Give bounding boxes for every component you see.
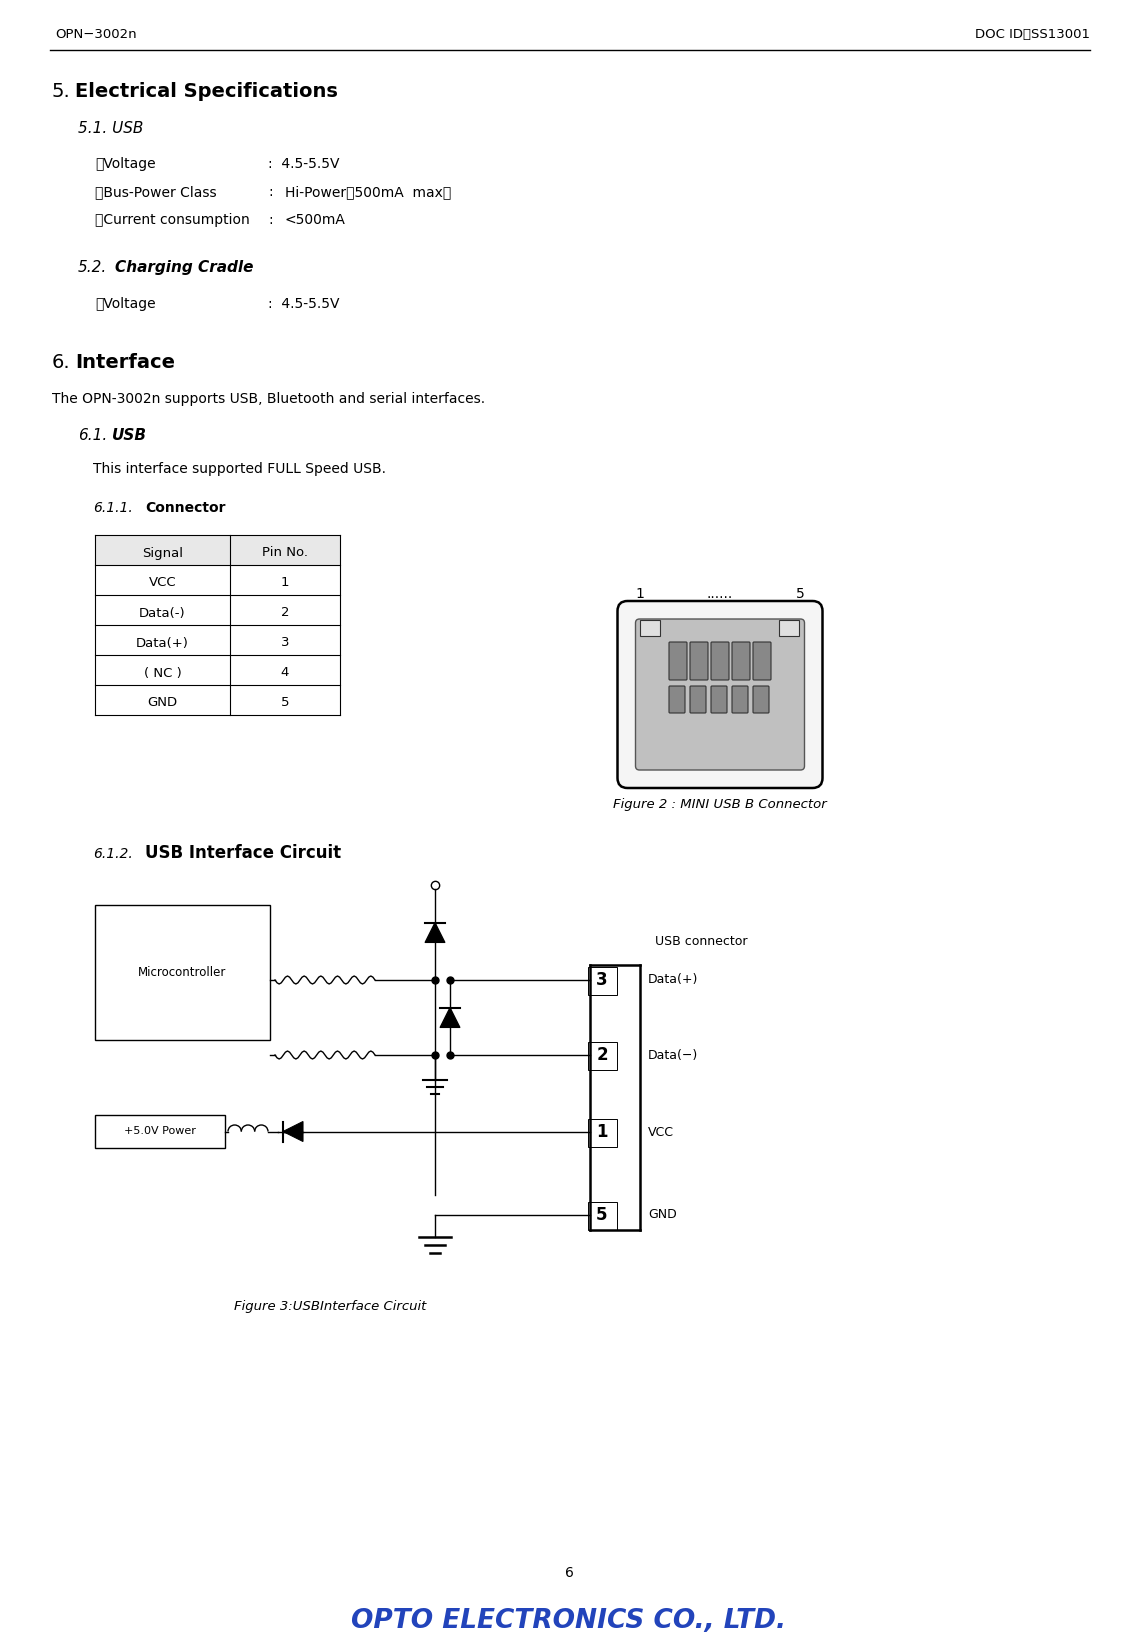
Text: :  4.5-5.5V: : 4.5-5.5V (269, 297, 339, 311)
Text: Electrical Specifications: Electrical Specifications (75, 83, 338, 101)
FancyBboxPatch shape (588, 1042, 617, 1070)
FancyBboxPatch shape (753, 643, 772, 681)
Text: Microcontroller: Microcontroller (139, 966, 226, 980)
Text: Signal: Signal (142, 547, 183, 560)
Text: ・Voltage: ・Voltage (94, 157, 156, 172)
Text: 6.1.2.: 6.1.2. (93, 847, 133, 861)
Text: 1: 1 (635, 586, 644, 601)
Text: Data(-): Data(-) (139, 606, 185, 620)
FancyBboxPatch shape (732, 643, 750, 681)
Text: OPN−3002n: OPN−3002n (55, 28, 137, 41)
Text: 6: 6 (564, 1566, 574, 1579)
Text: Hi-Power（500mA  max）: Hi-Power（500mA max） (284, 185, 452, 198)
Text: ・Bus-Power Class: ・Bus-Power Class (94, 185, 216, 198)
FancyBboxPatch shape (588, 1203, 617, 1231)
FancyBboxPatch shape (711, 686, 727, 714)
Text: VCC: VCC (648, 1125, 674, 1138)
Text: :  4.5-5.5V: : 4.5-5.5V (269, 157, 339, 172)
Text: 1: 1 (596, 1123, 608, 1142)
Text: Interface: Interface (75, 354, 175, 372)
FancyBboxPatch shape (669, 643, 687, 681)
FancyBboxPatch shape (618, 601, 823, 788)
FancyBboxPatch shape (753, 686, 769, 714)
Text: 5: 5 (596, 1206, 608, 1224)
Text: Data(+): Data(+) (648, 973, 699, 986)
Text: VCC: VCC (149, 577, 176, 590)
Text: :: : (269, 213, 273, 226)
FancyBboxPatch shape (588, 1118, 617, 1146)
Polygon shape (283, 1122, 303, 1142)
Polygon shape (94, 1115, 225, 1148)
FancyBboxPatch shape (690, 686, 706, 714)
Text: Data(−): Data(−) (648, 1049, 699, 1062)
Text: USB Interface Circuit: USB Interface Circuit (145, 844, 341, 862)
FancyBboxPatch shape (94, 535, 340, 565)
Text: 6.1.: 6.1. (79, 428, 107, 443)
Text: 6.: 6. (52, 354, 71, 372)
Text: 3: 3 (596, 971, 608, 990)
Text: 2: 2 (281, 606, 289, 620)
Text: ......: ...... (707, 586, 733, 601)
Text: USB connector: USB connector (655, 935, 748, 948)
Text: <500mA: <500mA (284, 213, 346, 226)
Text: 4: 4 (281, 666, 289, 679)
FancyBboxPatch shape (711, 643, 729, 681)
Text: GND: GND (148, 697, 178, 709)
FancyBboxPatch shape (669, 686, 685, 714)
Text: 2: 2 (596, 1046, 608, 1064)
Text: Pin No.: Pin No. (262, 547, 308, 560)
Text: 6.1.1.: 6.1.1. (93, 501, 133, 515)
FancyBboxPatch shape (690, 643, 708, 681)
Text: 5.: 5. (52, 83, 71, 101)
Text: The OPN-3002n supports USB, Bluetooth and serial interfaces.: The OPN-3002n supports USB, Bluetooth an… (52, 392, 485, 406)
Text: 5: 5 (281, 697, 289, 709)
Text: Charging Cradle: Charging Cradle (115, 259, 254, 274)
Text: 1: 1 (281, 577, 289, 590)
FancyBboxPatch shape (588, 966, 617, 995)
Text: +5.0V Power: +5.0V Power (124, 1127, 196, 1137)
Text: :: : (269, 185, 273, 198)
Polygon shape (424, 922, 445, 943)
Text: USB: USB (112, 428, 147, 443)
Polygon shape (440, 1008, 460, 1028)
Text: 5.2.: 5.2. (79, 259, 107, 274)
FancyBboxPatch shape (641, 620, 660, 636)
Polygon shape (94, 905, 270, 1041)
Text: DOC ID：SS13001: DOC ID：SS13001 (975, 28, 1090, 41)
Text: Connector: Connector (145, 501, 225, 515)
FancyBboxPatch shape (780, 620, 800, 636)
Text: This interface supported FULL Speed USB.: This interface supported FULL Speed USB. (93, 463, 386, 476)
FancyBboxPatch shape (635, 620, 805, 770)
Text: 3: 3 (281, 636, 289, 649)
Text: Figure 2 : MINI USB B Connector: Figure 2 : MINI USB B Connector (613, 798, 827, 811)
Text: ・Current consumption: ・Current consumption (94, 213, 249, 226)
Text: ・Voltage: ・Voltage (94, 297, 156, 311)
Text: Data(+): Data(+) (137, 636, 189, 649)
Text: Figure 3:USBInterface Circuit: Figure 3:USBInterface Circuit (233, 1300, 427, 1313)
Text: 5: 5 (797, 586, 805, 601)
FancyBboxPatch shape (732, 686, 748, 714)
Text: ( NC ): ( NC ) (143, 666, 181, 679)
Text: 5.1. USB: 5.1. USB (79, 121, 143, 135)
Text: OPTO ELECTRONICS CO., LTD.: OPTO ELECTRONICS CO., LTD. (352, 1607, 786, 1634)
Text: GND: GND (648, 1209, 677, 1221)
